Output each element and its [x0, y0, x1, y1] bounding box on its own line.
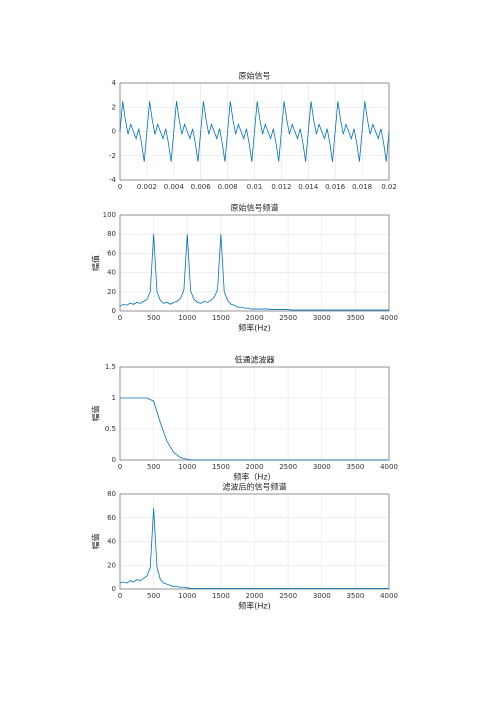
y-tick-label: 1 — [112, 394, 116, 402]
y-tick-label: 0.5 — [105, 425, 116, 433]
x-tick-label: 2000 — [246, 314, 264, 322]
data-line — [119, 101, 390, 162]
x-tick-label: 0.004 — [164, 183, 185, 191]
x-tick-label: 500 — [147, 314, 160, 322]
x-tick-label: 3000 — [313, 592, 331, 600]
y-tick-label: -2 — [109, 152, 116, 160]
x-tick-label: 2000 — [246, 463, 264, 471]
x-tick-label: 3500 — [346, 314, 364, 322]
x-tick-label: 4000 — [380, 463, 398, 471]
y-tick-label: 0 — [112, 307, 116, 315]
y-tick-label: 40 — [107, 269, 116, 277]
x-tick-label: 0 — [118, 183, 122, 191]
y-tick-label: 60 — [107, 514, 116, 522]
x-tick-label: 1500 — [212, 314, 230, 322]
y-axis-label: 幅值 — [91, 534, 101, 550]
x-axis-label: 频率(Hz) — [238, 323, 270, 333]
x-tick-label: 0.016 — [325, 183, 346, 191]
x-tick-label: 1500 — [212, 463, 230, 471]
x-tick-label: 2500 — [279, 592, 297, 600]
y-axis-label: 幅值 — [91, 255, 101, 271]
plot-frame — [119, 214, 390, 312]
x-tick-label: 0 — [118, 314, 122, 322]
x-tick-label: 1500 — [212, 592, 230, 600]
x-axis-label: 频率(Hz) — [238, 601, 270, 611]
x-tick-label: 0 — [118, 463, 122, 471]
y-tick-label: 80 — [107, 490, 116, 498]
x-tick-label: 0.018 — [352, 183, 372, 191]
y-tick-label: 2 — [112, 103, 116, 111]
data-line — [119, 234, 389, 311]
plot-frame — [119, 493, 390, 590]
x-tick-label: 3000 — [313, 314, 331, 322]
y-tick-label: 4 — [112, 79, 117, 87]
y-tick-label: 20 — [107, 561, 116, 569]
y-tick-label: 100 — [103, 211, 116, 219]
data-line — [120, 397, 389, 461]
y-tick-label: 0 — [112, 585, 116, 593]
x-tick-label: 0.008 — [218, 183, 238, 191]
x-tick-label: 3000 — [313, 463, 331, 471]
x-tick-label: 4000 — [380, 314, 398, 322]
y-axis-label: 幅值 — [91, 406, 101, 422]
y-tick-label: 60 — [107, 249, 116, 257]
y-tick-label: 20 — [107, 288, 116, 296]
chart-title: 低通滤波器 — [235, 355, 275, 365]
x-tick-label: 2500 — [279, 463, 297, 471]
x-tick-label: 0.006 — [191, 183, 212, 191]
x-tick-label: 0.02 — [381, 183, 397, 191]
x-tick-label: 3500 — [346, 463, 364, 471]
x-tick-label: 3500 — [346, 592, 364, 600]
y-tick-label: 0 — [112, 456, 116, 464]
x-tick-label: 2500 — [279, 314, 297, 322]
chart-title: 滤波后的信号频谱 — [223, 482, 287, 492]
y-tick-label: 80 — [107, 230, 116, 238]
data-line — [119, 508, 389, 589]
x-tick-label: 500 — [147, 463, 160, 471]
x-tick-label: 1000 — [178, 314, 196, 322]
chart-title: 原始信号 — [239, 71, 271, 81]
x-tick-label: 2000 — [246, 592, 264, 600]
x-tick-label: 1000 — [178, 592, 196, 600]
y-tick-label: 0 — [112, 128, 116, 136]
x-tick-label: 0.012 — [271, 183, 291, 191]
x-tick-label: 0.002 — [137, 183, 157, 191]
x-tick-label: 0.014 — [298, 183, 319, 191]
x-tick-label: 1000 — [178, 463, 196, 471]
x-tick-label: 0 — [118, 592, 122, 600]
chart-title: 原始信号频谱 — [231, 203, 279, 213]
y-tick-label: 1.5 — [105, 363, 116, 371]
y-tick-label: 40 — [107, 538, 116, 546]
x-tick-label: 4000 — [380, 592, 398, 600]
x-tick-label: 500 — [147, 592, 160, 600]
y-tick-label: -4 — [109, 176, 117, 184]
x-tick-label: 0.01 — [247, 183, 263, 191]
x-axis-label: 频率（Hz） — [233, 472, 275, 482]
